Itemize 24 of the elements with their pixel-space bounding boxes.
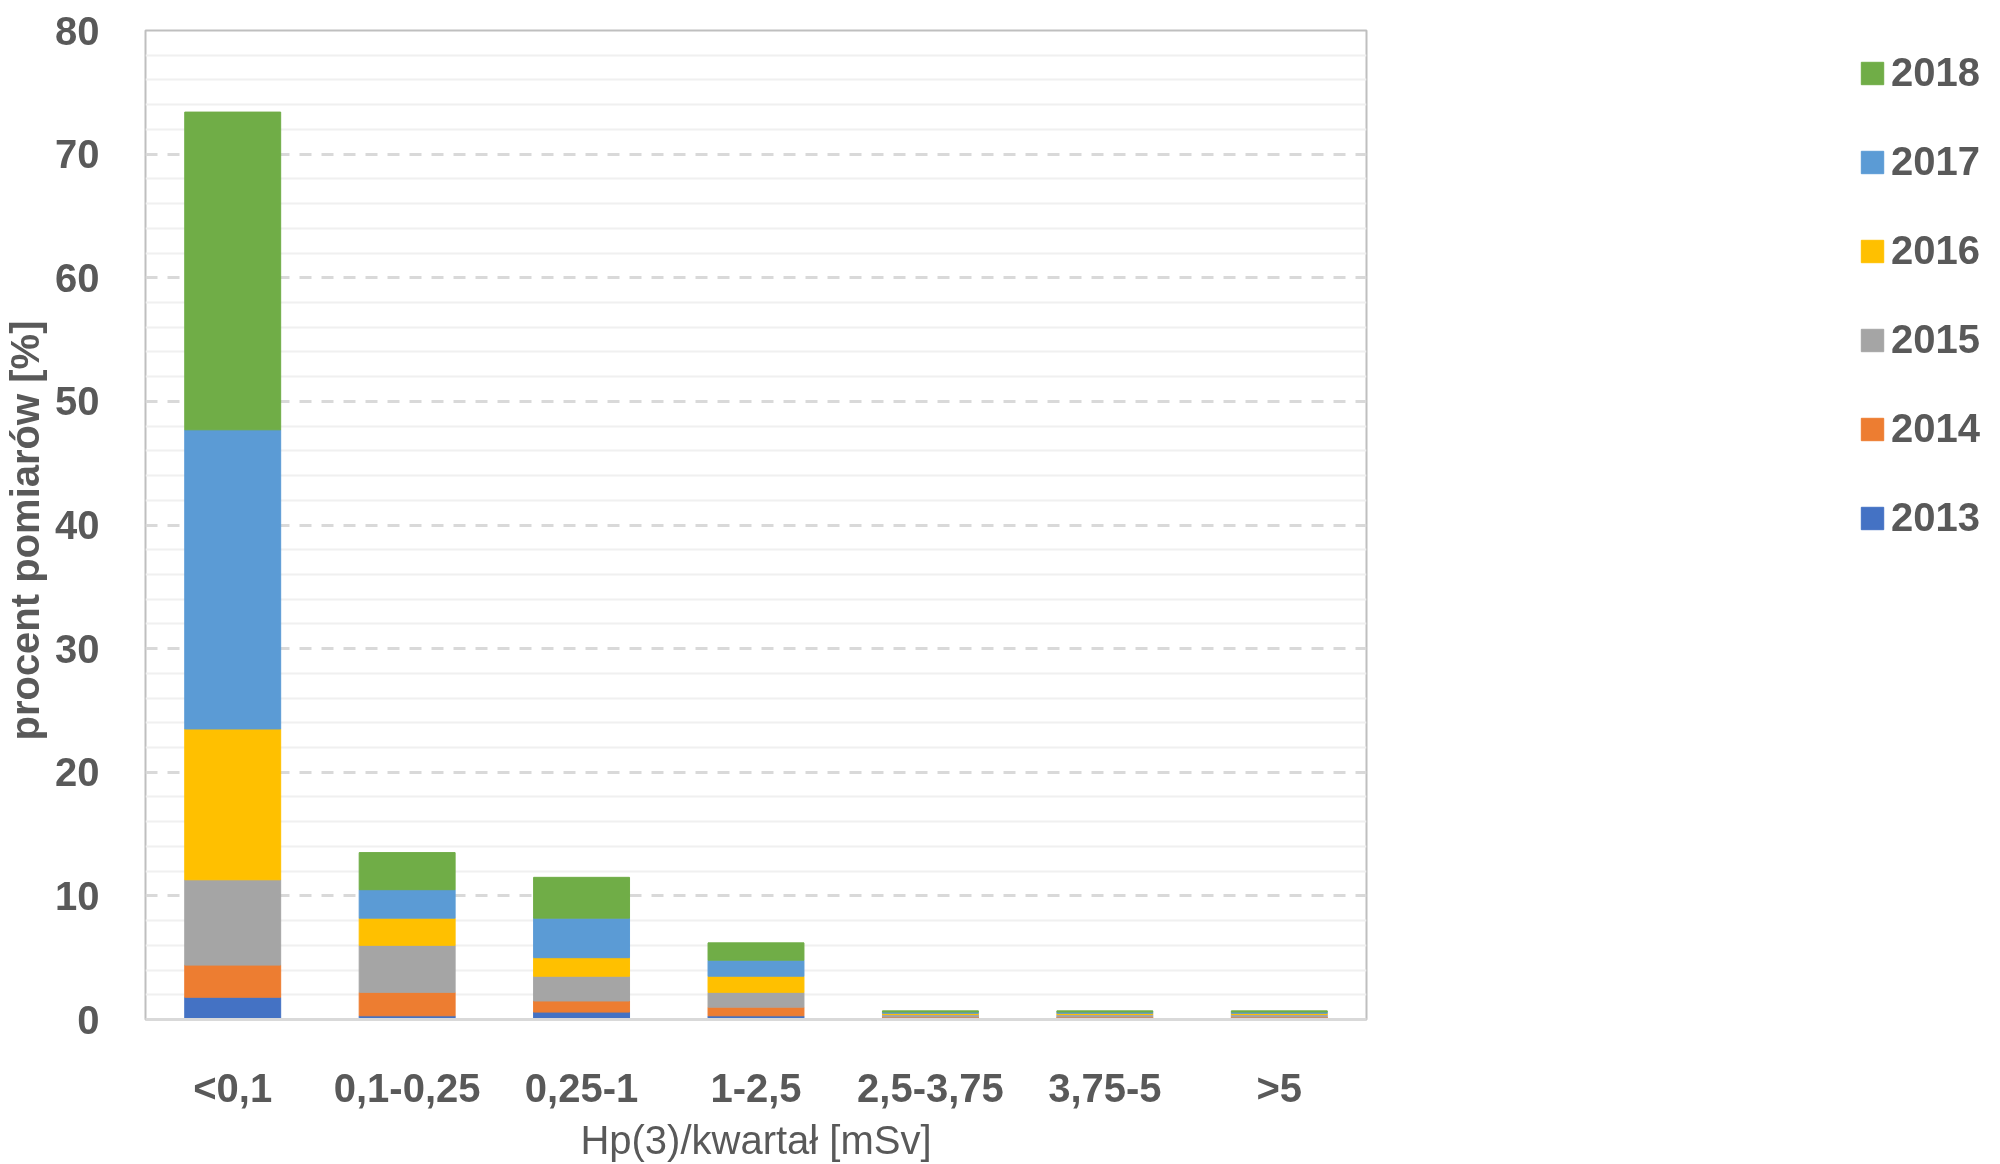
legend-label: 2018 — [1891, 50, 1980, 95]
y-tick-label: 40 — [55, 503, 100, 547]
legend-label: 2017 — [1891, 139, 1980, 184]
y-tick-label: 70 — [55, 132, 100, 177]
legend-label: 2013 — [1891, 495, 1980, 540]
y-tick-label: 30 — [55, 626, 100, 671]
x-tick-label: 0,1-0,25 — [333, 1065, 481, 1110]
legend-label: 2015 — [1891, 317, 1980, 362]
x-tick-label: 1-2,5 — [710, 1065, 802, 1110]
y-axis-title: procent pomiarów [%] — [3, 320, 48, 741]
y-tick-label: 60 — [55, 255, 100, 300]
y-tick-label: 50 — [55, 379, 100, 424]
x-tick-label: 0,25-1 — [524, 1065, 639, 1110]
legend-label: 2016 — [1891, 228, 1980, 273]
y-tick-label: 10 — [55, 873, 100, 918]
x-tick-label: >5 — [1256, 1065, 1303, 1110]
legend-label: 2014 — [1891, 406, 1980, 451]
y-tick-label: 20 — [55, 750, 100, 795]
y-tick-label: 80 — [55, 8, 100, 53]
x-tick-label: <0,1 — [193, 1065, 273, 1110]
x-axis-title: Hp(3)/kwartał [mSv] — [580, 1117, 932, 1162]
y-tick-label: 0 — [77, 997, 100, 1042]
x-tick-label: 3,75-5 — [1048, 1065, 1162, 1110]
x-tick-label: 2,5-3,75 — [857, 1065, 1004, 1110]
